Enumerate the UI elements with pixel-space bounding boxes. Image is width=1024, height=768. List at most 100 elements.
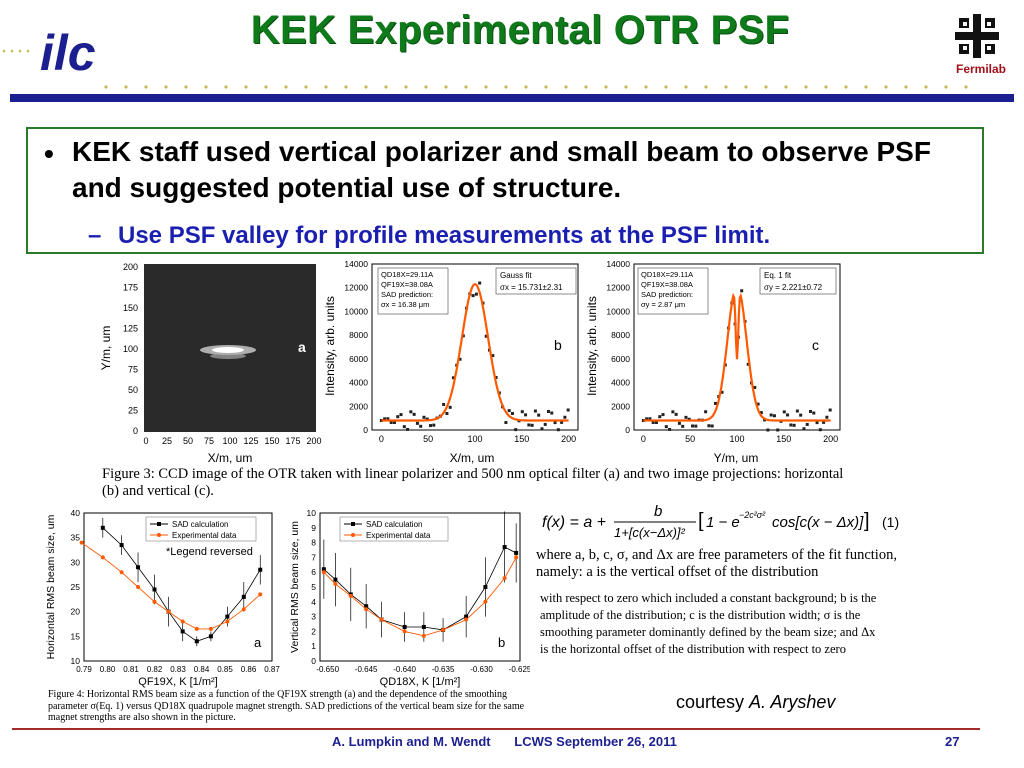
profile-point bbox=[419, 424, 423, 428]
svg-text:]: ] bbox=[864, 510, 870, 532]
profile-ytick: 10000 bbox=[344, 306, 368, 316]
profile-ytick: 6000 bbox=[611, 354, 630, 364]
panel-a-ytick: 75 bbox=[128, 365, 138, 375]
panel-a-ytick: 200 bbox=[123, 262, 138, 272]
profile-point bbox=[553, 421, 557, 425]
profile-point bbox=[687, 417, 691, 421]
profile-point bbox=[409, 410, 413, 414]
profile-point bbox=[720, 390, 724, 394]
panel-a-ytick: 175 bbox=[123, 283, 138, 293]
profile-point bbox=[547, 409, 551, 413]
bullet-text: KEK staff used vertical polarizer and sm… bbox=[72, 136, 931, 203]
title-dot bbox=[964, 85, 968, 89]
profile-point bbox=[645, 417, 649, 421]
title-dot bbox=[404, 85, 408, 89]
fig4a-ylabel: Horizontal RMS beam size, um bbox=[45, 514, 57, 659]
fig4-xtick: -0.625 bbox=[509, 665, 530, 674]
profile-point bbox=[822, 420, 826, 424]
profile-point bbox=[694, 424, 698, 428]
svg-text:cos[c(x − Δx)]: cos[c(x − Δx)] bbox=[772, 514, 864, 531]
fig4-xtick: -0.635 bbox=[432, 665, 455, 674]
title-dot bbox=[144, 85, 148, 89]
sub-bullet-text: Use PSF valley for profile measurements … bbox=[118, 222, 771, 249]
fig4-caption-line: magnet strengths are also shown in the p… bbox=[48, 712, 236, 723]
profile-point bbox=[654, 420, 658, 424]
profile-point bbox=[432, 423, 436, 427]
panel-a-ytick: 100 bbox=[123, 344, 138, 354]
title-dot bbox=[484, 85, 488, 89]
fig4-exp-point bbox=[136, 585, 141, 589]
fig4-exp-point bbox=[100, 555, 105, 560]
fig4-sad-point bbox=[333, 577, 338, 582]
profile-point bbox=[484, 334, 488, 338]
panel-c-info-2: QF19X=38.08A bbox=[641, 280, 693, 289]
title-dot bbox=[724, 85, 728, 89]
title-dot bbox=[344, 85, 348, 89]
title-dot bbox=[224, 85, 228, 89]
profile-point bbox=[825, 415, 829, 419]
title-dot bbox=[584, 85, 588, 89]
fig4-sad-point bbox=[502, 545, 507, 550]
profile-point bbox=[766, 428, 770, 432]
fig4-ytick: 10 bbox=[307, 508, 317, 518]
fig4b-letter: b bbox=[498, 635, 505, 650]
profile-point bbox=[402, 425, 406, 429]
fig4-sad-point bbox=[119, 543, 124, 548]
fig4a-letter: a bbox=[254, 635, 262, 650]
fig4-sad-point bbox=[402, 624, 407, 629]
profile-xtick: 0 bbox=[641, 434, 646, 444]
fig4-ytick: 35 bbox=[71, 533, 81, 543]
profile-point bbox=[491, 354, 495, 358]
panel-b-info-3: SAD prediction: bbox=[381, 290, 433, 299]
sub-bullet-marker: – bbox=[88, 222, 102, 249]
profile-point bbox=[474, 292, 478, 296]
panel-a-ytick: 25 bbox=[128, 406, 138, 416]
profile-point bbox=[563, 415, 567, 419]
fig4-exp-point bbox=[379, 617, 384, 622]
fig4-exp-point bbox=[208, 626, 213, 631]
fig4-ytick: 25 bbox=[71, 582, 81, 592]
profile-point bbox=[664, 425, 668, 429]
profile-point bbox=[677, 421, 681, 425]
title-dot bbox=[424, 85, 428, 89]
panel-b-ylabel: Intensity, arb. units bbox=[323, 296, 337, 396]
profile-point bbox=[540, 427, 544, 431]
profile-point bbox=[782, 410, 786, 414]
title-dot bbox=[124, 85, 128, 89]
title-dot bbox=[944, 85, 948, 89]
panel-c-fit-2: σy = 2.221±0.72 bbox=[764, 283, 823, 292]
fig4-exp-point bbox=[119, 570, 124, 575]
title-dot bbox=[664, 85, 668, 89]
profile-point bbox=[812, 411, 816, 415]
title-dot bbox=[184, 85, 188, 89]
fig4-ytick: 8 bbox=[311, 538, 316, 548]
fig4-ytick: 3 bbox=[311, 612, 316, 622]
panel-b-letter: b bbox=[554, 337, 562, 353]
title-rule bbox=[10, 94, 1014, 102]
fig4-sad-point bbox=[483, 585, 488, 589]
fig4-exp-point bbox=[364, 607, 369, 612]
fig4-exp-point bbox=[321, 570, 326, 575]
profile-point bbox=[753, 385, 757, 389]
fig4-ytick: 5 bbox=[311, 582, 316, 592]
profile-fit-line bbox=[643, 292, 831, 422]
profile-point bbox=[651, 420, 655, 424]
profile-point bbox=[406, 427, 410, 431]
profile-point bbox=[704, 410, 708, 414]
profile-ytick: 6000 bbox=[349, 354, 368, 364]
profile-point bbox=[514, 428, 518, 432]
profile-point bbox=[507, 409, 511, 413]
panel-a-xtick: 75 bbox=[204, 436, 214, 446]
profile-point bbox=[805, 422, 809, 426]
title-dot bbox=[844, 85, 848, 89]
profile-point bbox=[451, 376, 455, 380]
figure-3-caption: Figure 3: CCD image of the OTR taken wit… bbox=[102, 466, 844, 499]
profile-point bbox=[425, 417, 429, 421]
profile-xtick: 150 bbox=[776, 434, 791, 444]
fig4b-ylabel: Vertical RMS beam size, um bbox=[289, 521, 301, 653]
fig4-xtick: 0.87 bbox=[264, 665, 280, 674]
panel-a-ytick: 150 bbox=[123, 303, 138, 313]
panel-a-xtick: 25 bbox=[162, 436, 172, 446]
panel-b-xlabel: X/m, um bbox=[450, 451, 495, 465]
